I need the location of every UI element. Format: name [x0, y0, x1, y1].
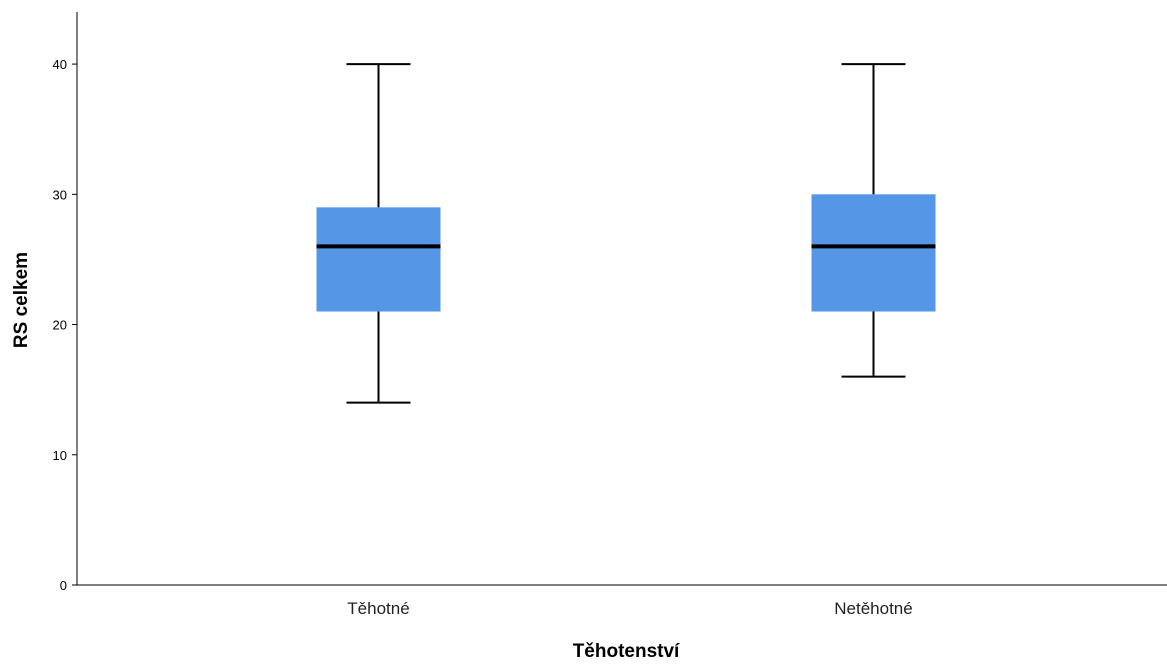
- x-tick-label: Těhotné: [347, 599, 409, 618]
- y-tick-label: 30: [53, 187, 67, 202]
- boxes: [316, 63, 936, 404]
- y-tick-label: 10: [53, 448, 67, 463]
- y-tick-label: 0: [60, 578, 67, 593]
- y-tick-label: 20: [53, 318, 67, 333]
- iqr-box: [811, 194, 936, 312]
- x-tick-label: Netěhotné: [834, 599, 912, 618]
- axes: [76, 12, 1167, 586]
- box-group-1: [316, 63, 441, 404]
- y-ticks: 0 10 20 30 40: [53, 57, 77, 593]
- y-tick-label: 40: [53, 57, 67, 72]
- x-axis-title: Těhotenství: [573, 641, 680, 662]
- y-axis-title: RS celkem: [11, 252, 32, 348]
- box-group-2: [811, 63, 936, 378]
- x-tick-labels: Těhotné Netěhotné: [347, 599, 912, 618]
- iqr-box: [316, 207, 441, 312]
